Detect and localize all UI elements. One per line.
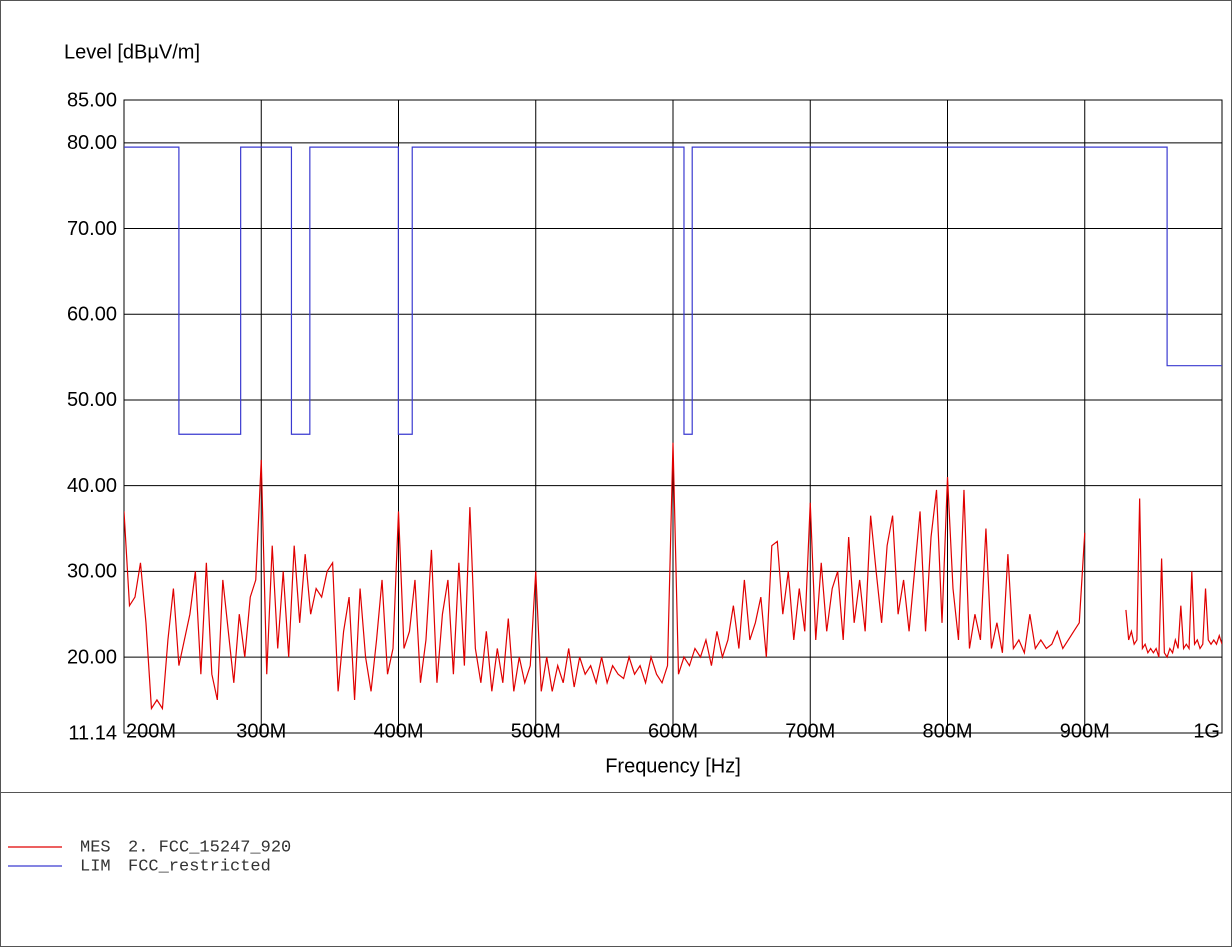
y-tick-label: 30.00 <box>67 561 117 583</box>
series-line <box>124 442 1222 711</box>
y-tick-label: 50.00 <box>67 389 117 411</box>
legend-name: LIM <box>80 857 111 876</box>
y-tick-label: 20.00 <box>67 646 117 668</box>
y-tick-label: 11.14 <box>68 722 117 744</box>
y-tick-label: 60.00 <box>67 304 117 326</box>
y-tick-label: 70.00 <box>67 218 117 240</box>
legend-name: MES <box>80 838 111 857</box>
y-tick-label: 85.00 <box>67 89 117 111</box>
x-tick-label: 200M <box>126 720 176 742</box>
x-axis-label: Frequency [Hz] <box>605 755 741 777</box>
x-tick-label: 1G <box>1193 720 1220 742</box>
y-tick-label: 80.00 <box>67 132 117 154</box>
series-line <box>124 146 1222 435</box>
plot-lines <box>124 146 1222 711</box>
legend-description: FCC_restricted <box>128 857 271 876</box>
y-tick-label: 40.00 <box>67 475 117 497</box>
y-axis-label: Level [dBµV/m] <box>64 41 200 63</box>
legend-description: 2. FCC_15247_920 <box>128 838 291 857</box>
